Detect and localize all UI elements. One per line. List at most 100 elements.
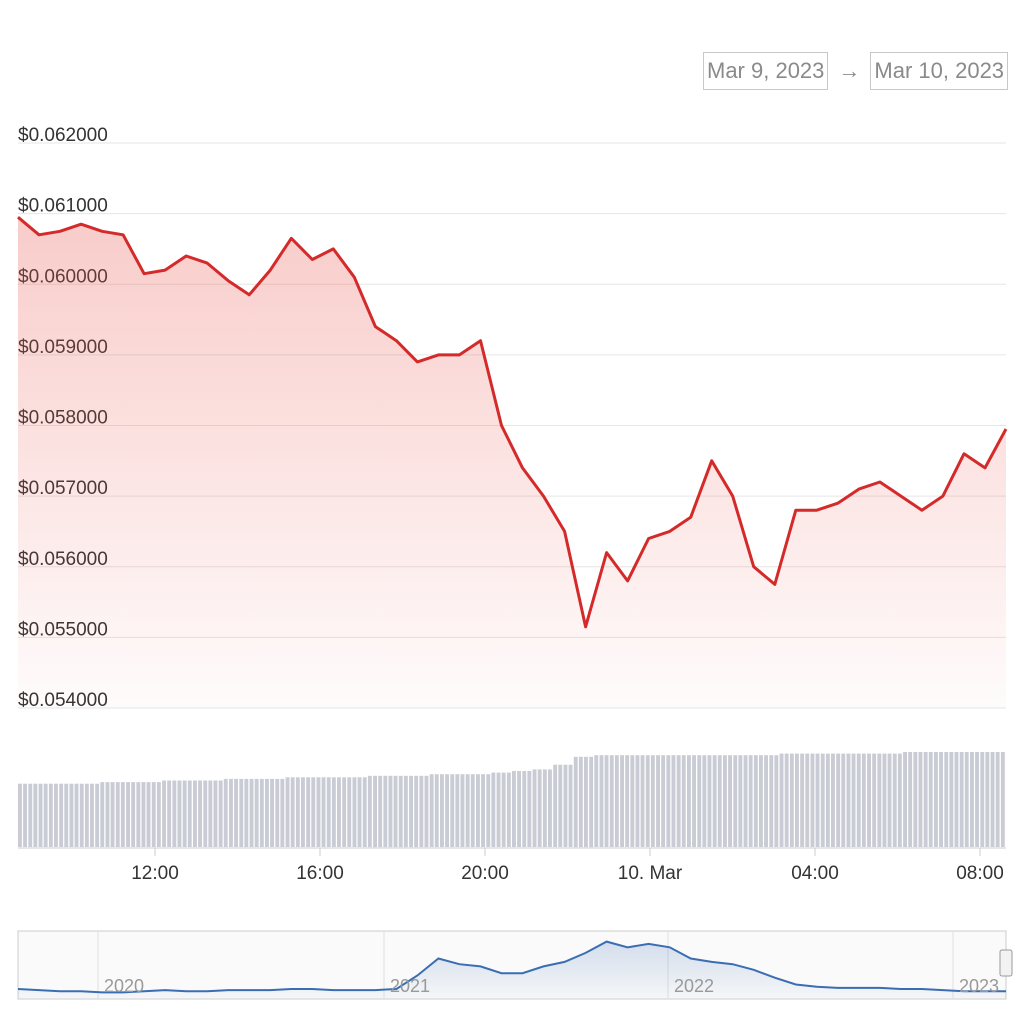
price-point <box>185 255 188 258</box>
price-line <box>17 216 1008 629</box>
volume-bar <box>110 782 115 847</box>
volume-bar <box>409 775 413 848</box>
range-start-input[interactable]: Mar 9, 2023 <box>703 52 829 90</box>
volume-bar <box>326 777 331 847</box>
volume-bar <box>846 753 851 847</box>
range-arrow-icon: → <box>838 58 861 83</box>
volume-bar <box>455 774 460 847</box>
volume-bar <box>939 752 943 847</box>
volume-bar <box>501 772 506 847</box>
volume-bar <box>496 772 501 847</box>
volume-bar <box>568 764 573 847</box>
volume-bar <box>954 752 959 847</box>
volume-bar <box>712 755 717 847</box>
volume-bar <box>800 753 805 847</box>
volume-bar <box>28 783 33 847</box>
volume-bar <box>481 774 485 847</box>
volume-bar <box>120 782 125 847</box>
volume-bar <box>234 778 238 847</box>
price-point <box>38 233 41 236</box>
navigator-year-label: 2020 <box>104 976 144 996</box>
price-point <box>689 516 692 519</box>
volume-bar <box>661 755 666 847</box>
volume-bar <box>316 777 321 847</box>
volume-bar <box>218 780 223 847</box>
volume-bar <box>208 780 213 847</box>
volume-bar <box>640 755 645 847</box>
volume-bar <box>692 755 696 847</box>
volume-bar <box>393 775 398 848</box>
navigator-handle[interactable] <box>999 949 1013 977</box>
volume-bar <box>542 769 547 847</box>
volume-bar <box>512 771 516 847</box>
volume-bar <box>100 782 105 847</box>
volume-bar <box>856 753 861 847</box>
volume-bar <box>949 752 954 847</box>
volume-bar <box>311 777 316 847</box>
volume-bars <box>18 752 1005 848</box>
volume-bar <box>697 755 702 847</box>
volume-bar <box>223 778 228 847</box>
price-point <box>80 223 83 226</box>
volume-bar <box>465 774 470 847</box>
price-point <box>164 269 167 272</box>
volume-bar <box>820 753 825 847</box>
volume-bar <box>897 753 902 847</box>
volume-bar <box>167 780 172 847</box>
volume-bar <box>836 753 841 847</box>
x-axis: 12:00 16:00 20:00 10. Mar 04:00 08:00 <box>131 848 1004 884</box>
price-point <box>374 325 377 328</box>
volume-bar <box>64 783 69 847</box>
volume-bar <box>74 783 79 847</box>
price-point <box>626 579 629 582</box>
price-point <box>794 509 797 512</box>
range-end-input[interactable]: Mar 10, 2023 <box>870 52 1009 90</box>
volume-bar <box>229 778 233 847</box>
volume-bar <box>193 780 197 847</box>
volume-bar <box>666 755 671 847</box>
price-point <box>416 360 419 363</box>
price-point <box>395 339 398 342</box>
volume-bar <box>378 775 383 848</box>
volume-bar <box>470 774 475 847</box>
volume-bar <box>985 752 990 847</box>
volume-bar <box>548 769 552 847</box>
volume-bar <box>620 755 624 847</box>
volume-bar <box>342 777 347 847</box>
volume-bar <box>563 764 568 847</box>
volume-bar <box>908 752 913 847</box>
volume-bar <box>769 755 774 847</box>
volume-bar <box>892 753 897 847</box>
x-tick-label: 10. Mar <box>618 863 683 884</box>
volume-bar <box>841 753 846 847</box>
volume-bar <box>476 774 480 847</box>
volume-bar <box>753 755 758 847</box>
navigator-year-label: 2021 <box>390 976 430 996</box>
volume-bar <box>944 752 949 847</box>
price-point <box>668 530 671 533</box>
price-point <box>815 509 818 512</box>
volume-bar <box>54 783 58 847</box>
volume-bar <box>434 774 439 847</box>
volume-bar <box>717 755 722 847</box>
price-point <box>353 276 356 279</box>
volume-bar <box>599 755 604 847</box>
volume-bar <box>625 755 630 847</box>
volume-bar <box>923 752 928 847</box>
volume-bar <box>903 752 907 847</box>
volume-bar <box>79 783 84 847</box>
x-tick-label: 20:00 <box>461 863 509 884</box>
price-point <box>248 293 251 296</box>
volume-bar <box>295 777 300 847</box>
price-point <box>332 247 335 250</box>
price-point <box>437 353 440 356</box>
volume-bar <box>198 780 202 847</box>
volume-bar <box>301 777 305 847</box>
volume-bar <box>970 752 974 847</box>
volume-bar <box>177 780 182 847</box>
volume-bar <box>779 753 784 847</box>
volume-bar <box>131 782 136 847</box>
volume-bar <box>990 752 995 847</box>
volume-bar <box>784 753 789 847</box>
